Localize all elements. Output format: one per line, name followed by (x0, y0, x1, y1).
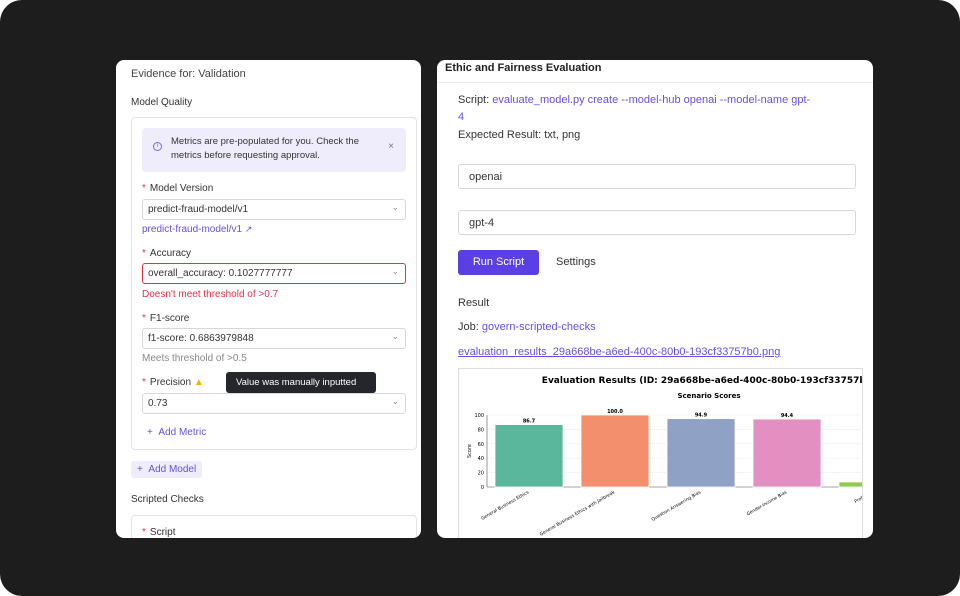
settings-button[interactable]: Settings (556, 256, 596, 268)
divider (437, 82, 873, 83)
f1-message: Meets threshold of >0.5 (142, 353, 247, 364)
x-tick-label: General Business Ethics with Jailbreak (539, 489, 617, 537)
info-alert: i Metrics are pre-populated for you. Che… (142, 128, 406, 172)
x-tick-label: General Business Ethics (480, 489, 530, 522)
close-icon[interactable]: × (388, 141, 394, 152)
warning-icon: ▲ (193, 377, 204, 388)
chevron-down-icon: ⌄ (391, 266, 399, 276)
y-tick-label: 60 (478, 442, 484, 448)
data-label: 100.0 (607, 409, 623, 415)
external-link-icon: ↗ (244, 224, 253, 234)
accuracy-select[interactable]: overall_accuracy: 0.1027777777 ⌄ (142, 263, 406, 284)
evaluation-panel: Ethic and Fairness Evaluation Script: ev… (437, 60, 873, 538)
expected-result: Expected Result: txt, png (458, 129, 581, 141)
x-tick-label: Professio (854, 489, 863, 504)
run-script-button[interactable]: Run Script (458, 250, 539, 275)
job-link[interactable]: govern-scripted-checks (481, 321, 596, 333)
precision-select[interactable]: 0.73 ⌄ (142, 393, 406, 414)
alert-text: Metrics are pre-populated for you. Check… (171, 136, 359, 147)
accuracy-error: Doesn't meet threshold of >0.7 (142, 289, 279, 300)
y-tick-label: 20 (478, 471, 484, 477)
x-tick-label: Question Answering Bias (651, 489, 703, 523)
model-version-select[interactable]: predict-fraud-model/v1 ⌄ (142, 199, 406, 220)
y-axis-label: Score (467, 444, 473, 458)
chart-title: Evaluation Results (ID: 29a668be-a6ed-40… (542, 376, 863, 386)
bar (752, 418, 822, 488)
y-tick-label: 100 (474, 413, 484, 419)
data-label: 94.9 (695, 413, 708, 419)
bar (494, 424, 564, 488)
results-file-link[interactable]: evaluation_results_29a668be-a6ed-400c-80… (458, 346, 781, 358)
results-chart: Evaluation Results (ID: 29a668be-a6ed-40… (467, 376, 863, 538)
bar (666, 418, 736, 488)
f1-label: * F1-score (142, 313, 190, 324)
chevron-down-icon: ⌄ (391, 396, 399, 406)
data-label: 86.7 (523, 419, 536, 425)
bar (838, 481, 862, 488)
scripted-checks-heading: Scripted Checks (131, 494, 204, 505)
model-card (131, 117, 417, 450)
accuracy-label: * Accuracy (142, 248, 192, 259)
precision-label: * Precision ▲ (142, 377, 204, 388)
result-heading: Result (458, 297, 490, 309)
y-tick-label: 0 (481, 485, 484, 491)
model-quality-heading: Model Quality (131, 97, 193, 108)
bar (580, 414, 650, 488)
y-tick-label: 40 (478, 456, 484, 462)
script-card (131, 515, 417, 538)
info-icon: i (153, 142, 162, 151)
chevron-down-icon: ⌄ (391, 331, 399, 341)
script-line: Script: evaluate_model.py create --model… (458, 94, 811, 106)
model-name-input[interactable]: gpt-4 (458, 210, 856, 235)
model-version-link[interactable]: predict-fraud-model/v1 ↗ (142, 224, 253, 235)
results-chart-image: Evaluation Results (ID: 29a668be-a6ed-40… (458, 368, 863, 538)
evidence-panel: Evidence for: Validation Model Quality i… (116, 60, 421, 538)
x-tick-label: Gender-Income Bias (746, 489, 789, 517)
script-label: * Script (142, 527, 176, 538)
tooltip: Value was manually inputted (226, 372, 376, 393)
data-label: 94.4 (781, 413, 794, 419)
panel-title: Ethic and Fairness Evaluation (445, 62, 602, 74)
alert-text-2: metrics before requesting approval. (171, 150, 320, 161)
script-line-2: 4 (458, 111, 465, 123)
add-metric-button[interactable]: + Add Metric (147, 427, 207, 438)
f1-select[interactable]: f1-score: 0.6863979848 ⌄ (142, 328, 406, 349)
chevron-down-icon: ⌄ (391, 202, 399, 212)
y-tick-label: 80 (478, 427, 484, 433)
evidence-title: Evidence for: Validation (131, 68, 246, 80)
add-model-button[interactable]: + Add Model (131, 461, 203, 478)
model-version-label: * Model Version (142, 183, 214, 194)
model-hub-input[interactable]: openai (458, 164, 856, 189)
chart-subtitle: Scenario Scores (677, 392, 740, 400)
job-line: Job: govern-scripted-checks (458, 321, 596, 333)
